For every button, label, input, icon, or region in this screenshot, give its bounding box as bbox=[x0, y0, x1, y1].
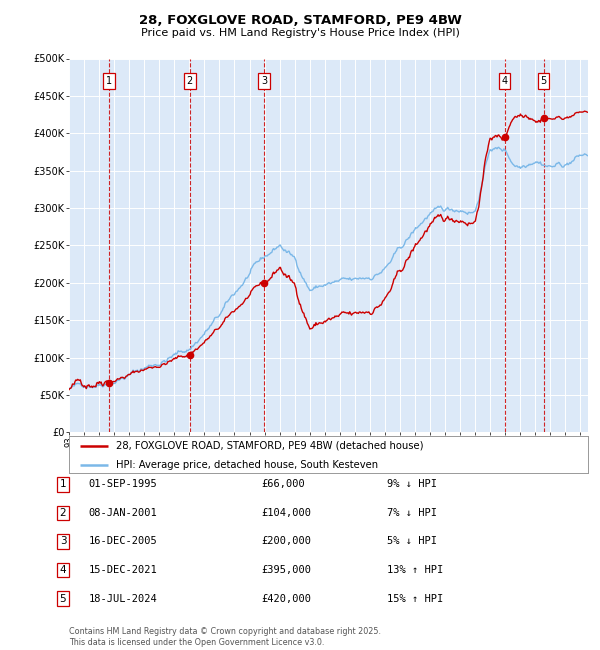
Text: Price paid vs. HM Land Registry's House Price Index (HPI): Price paid vs. HM Land Registry's House … bbox=[140, 28, 460, 38]
Text: £104,000: £104,000 bbox=[261, 508, 311, 518]
Text: 7% ↓ HPI: 7% ↓ HPI bbox=[387, 508, 437, 518]
Text: 1: 1 bbox=[106, 76, 112, 86]
Text: HPI: Average price, detached house, South Kesteven: HPI: Average price, detached house, Sout… bbox=[116, 460, 378, 470]
Text: 18-JUL-2024: 18-JUL-2024 bbox=[89, 593, 158, 604]
Text: £420,000: £420,000 bbox=[261, 593, 311, 604]
Text: 9% ↓ HPI: 9% ↓ HPI bbox=[387, 479, 437, 489]
Text: 16-DEC-2005: 16-DEC-2005 bbox=[89, 536, 158, 547]
Text: 28, FOXGLOVE ROAD, STAMFORD, PE9 4BW: 28, FOXGLOVE ROAD, STAMFORD, PE9 4BW bbox=[139, 14, 461, 27]
Text: 5: 5 bbox=[59, 593, 67, 604]
Text: 3: 3 bbox=[261, 76, 267, 86]
Text: 28, FOXGLOVE ROAD, STAMFORD, PE9 4BW (detached house): 28, FOXGLOVE ROAD, STAMFORD, PE9 4BW (de… bbox=[116, 441, 423, 450]
Text: 01-SEP-1995: 01-SEP-1995 bbox=[89, 479, 158, 489]
Text: £200,000: £200,000 bbox=[261, 536, 311, 547]
Text: Contains HM Land Registry data © Crown copyright and database right 2025.
This d: Contains HM Land Registry data © Crown c… bbox=[69, 627, 381, 647]
Text: 4: 4 bbox=[59, 565, 67, 575]
Text: £395,000: £395,000 bbox=[261, 565, 311, 575]
Text: 15-DEC-2021: 15-DEC-2021 bbox=[89, 565, 158, 575]
Text: 3: 3 bbox=[59, 536, 67, 547]
Text: 1: 1 bbox=[59, 479, 67, 489]
Text: 15% ↑ HPI: 15% ↑ HPI bbox=[387, 593, 443, 604]
Text: 5: 5 bbox=[541, 76, 547, 86]
Text: 2: 2 bbox=[187, 76, 193, 86]
Text: 2: 2 bbox=[59, 508, 67, 518]
Text: 4: 4 bbox=[502, 76, 508, 86]
Text: 08-JAN-2001: 08-JAN-2001 bbox=[89, 508, 158, 518]
Text: £66,000: £66,000 bbox=[261, 479, 305, 489]
Text: 5% ↓ HPI: 5% ↓ HPI bbox=[387, 536, 437, 547]
Text: 13% ↑ HPI: 13% ↑ HPI bbox=[387, 565, 443, 575]
